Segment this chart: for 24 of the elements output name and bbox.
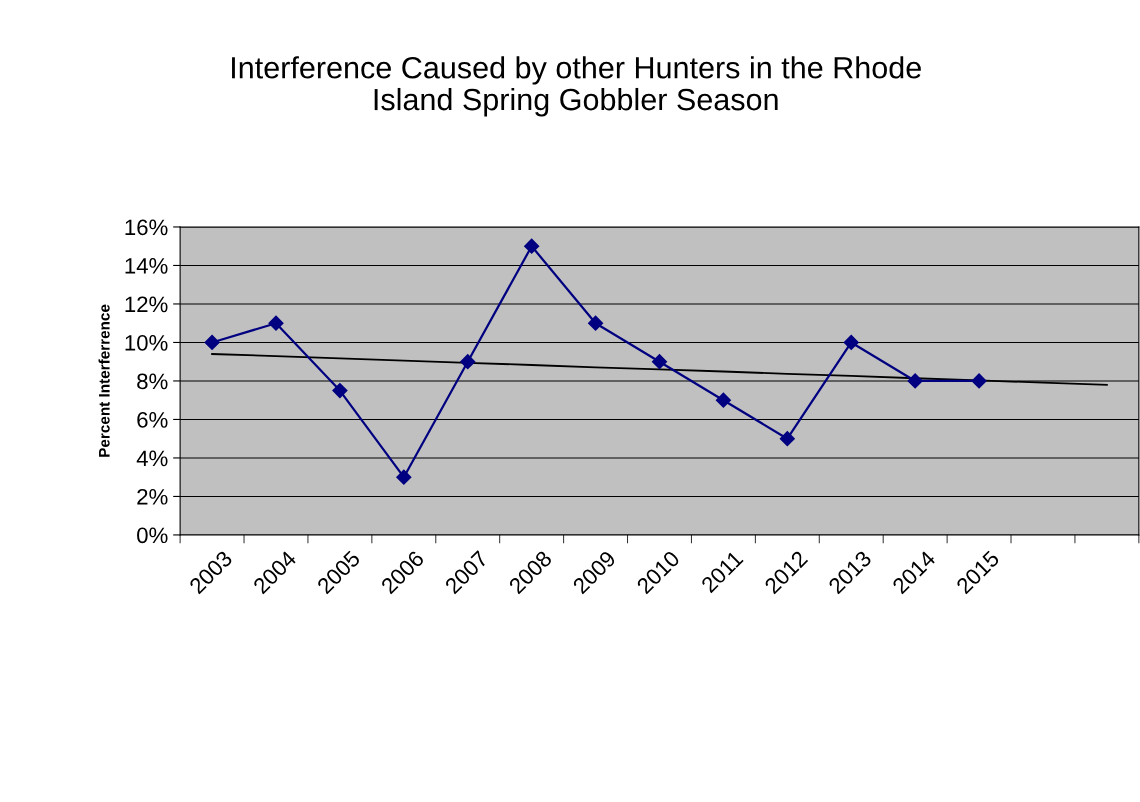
- y-tick-label: 10%: [125, 334, 168, 351]
- y-tick-label: 0%: [137, 527, 168, 544]
- y-tick-label: 16%: [125, 219, 168, 236]
- chart-title: Interference Caused by other Hunters in the Rhode Island Spring Gobbler Season: [232, 56, 921, 117]
- y-tick-label: 8%: [137, 373, 168, 390]
- point: [332, 383, 348, 399]
- point: [651, 354, 668, 370]
- point: [843, 334, 859, 351]
- point: [588, 315, 604, 331]
- point: [204, 334, 220, 351]
- y-axis-title: Percent Interferrence: [98, 304, 110, 457]
- y-tick-label: 6%: [137, 411, 168, 428]
- y-tick-label: 12%: [125, 296, 168, 313]
- point: [907, 373, 923, 389]
- y-tick-label: 2%: [137, 488, 168, 505]
- point: [971, 373, 987, 389]
- point: [396, 469, 412, 485]
- point: [715, 392, 731, 408]
- point: [460, 354, 476, 370]
- y-tick-label: 4%: [136, 450, 168, 467]
- point: [524, 238, 540, 254]
- point: [268, 315, 284, 331]
- y-tick-label: 14%: [125, 258, 168, 274]
- point: [779, 431, 795, 447]
